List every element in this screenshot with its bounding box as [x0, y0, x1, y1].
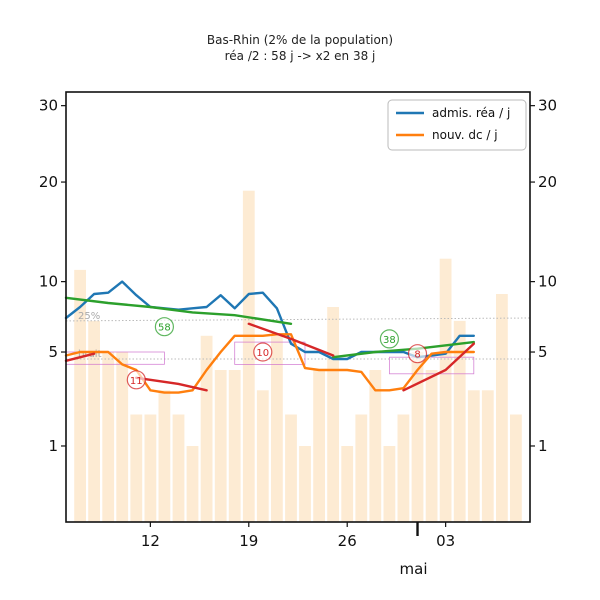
bar — [228, 370, 241, 522]
bar — [116, 352, 129, 522]
plot-frame — [65, 91, 531, 523]
bars-layer — [74, 190, 522, 522]
annotation-label: 10 — [256, 348, 269, 359]
bar — [383, 446, 396, 522]
bar — [200, 335, 213, 522]
bar — [158, 390, 171, 522]
bar — [510, 414, 522, 522]
bar — [242, 190, 255, 522]
y-tick-label: 5 — [48, 343, 58, 361]
legend-label: admis. réa / j — [432, 106, 510, 120]
annotation-label: 8 — [414, 350, 420, 361]
trend-line — [332, 340, 475, 359]
annotation-badge — [379, 329, 399, 349]
trend-line — [135, 376, 208, 392]
annotations-layer: 58 11 10 38 8 — [126, 317, 428, 390]
x-month-label: mai — [400, 560, 428, 578]
chart-subtitle: réa /2 : 58 j -> x2 en 38 j — [225, 49, 376, 63]
bar — [341, 446, 354, 522]
chart-title: Bas-Rhin (2% de la population) — [207, 33, 393, 47]
reference-line-label: 25% — [78, 311, 100, 322]
bar — [256, 390, 269, 522]
y-tick-label-right: 5 — [538, 343, 548, 361]
bar — [425, 370, 438, 522]
bar — [74, 269, 86, 522]
bar — [285, 414, 297, 522]
bar — [439, 258, 452, 522]
reference-line — [65, 317, 531, 322]
annotation-badge — [407, 344, 428, 364]
bar — [172, 414, 185, 522]
bar — [397, 414, 410, 522]
y-tick-label-right: 10 — [538, 273, 557, 291]
bar — [88, 320, 100, 522]
trend-lines-layer — [64, 296, 475, 392]
bar — [453, 320, 466, 522]
bar — [144, 414, 157, 522]
annotation-badge — [126, 370, 146, 390]
trend-line — [247, 322, 335, 357]
x-tick-label: 19 — [239, 532, 258, 550]
x-tick-label: 12 — [141, 532, 160, 550]
annotation-label: 11 — [130, 376, 143, 387]
annotation-label: 58 — [158, 323, 171, 334]
y-tick-label: 30 — [39, 97, 58, 115]
x-tick-label: 26 — [338, 532, 357, 550]
bar — [467, 390, 480, 522]
bar — [481, 390, 494, 522]
bar — [130, 414, 143, 522]
bar — [327, 307, 339, 522]
bar — [355, 414, 368, 522]
bar — [369, 370, 382, 522]
series-layer — [64, 280, 475, 394]
bar — [214, 370, 227, 522]
bar — [496, 294, 508, 522]
trend-line — [64, 296, 293, 325]
y-tick-label: 1 — [48, 437, 58, 455]
trend-line — [402, 342, 475, 392]
y-tick-label-right: 1 — [538, 437, 548, 455]
trend-line — [64, 352, 96, 362]
legend: admis. réa / j nouv. dc / j — [387, 99, 527, 151]
series-line-admissions — [64, 280, 475, 361]
bar — [299, 446, 311, 522]
highlight-box — [388, 356, 475, 375]
y-tick-label: 10 — [39, 273, 58, 291]
x-tick-label: 03 — [436, 532, 455, 550]
y-tick-label-right: 20 — [538, 173, 557, 191]
y-tick-label-right: 30 — [538, 97, 557, 115]
bar — [411, 352, 424, 522]
bar — [186, 446, 199, 522]
y-tick-label: 20 — [39, 173, 58, 191]
annotation-label: 38 — [383, 335, 396, 346]
bar — [313, 370, 325, 522]
bar — [271, 335, 283, 522]
highlight-box — [234, 341, 306, 365]
series-line-deaths — [64, 333, 475, 394]
legend-label: nouv. dc / j — [432, 128, 498, 142]
annotation-badge — [253, 342, 273, 362]
annotation-badge — [154, 317, 174, 337]
bar — [102, 352, 115, 522]
